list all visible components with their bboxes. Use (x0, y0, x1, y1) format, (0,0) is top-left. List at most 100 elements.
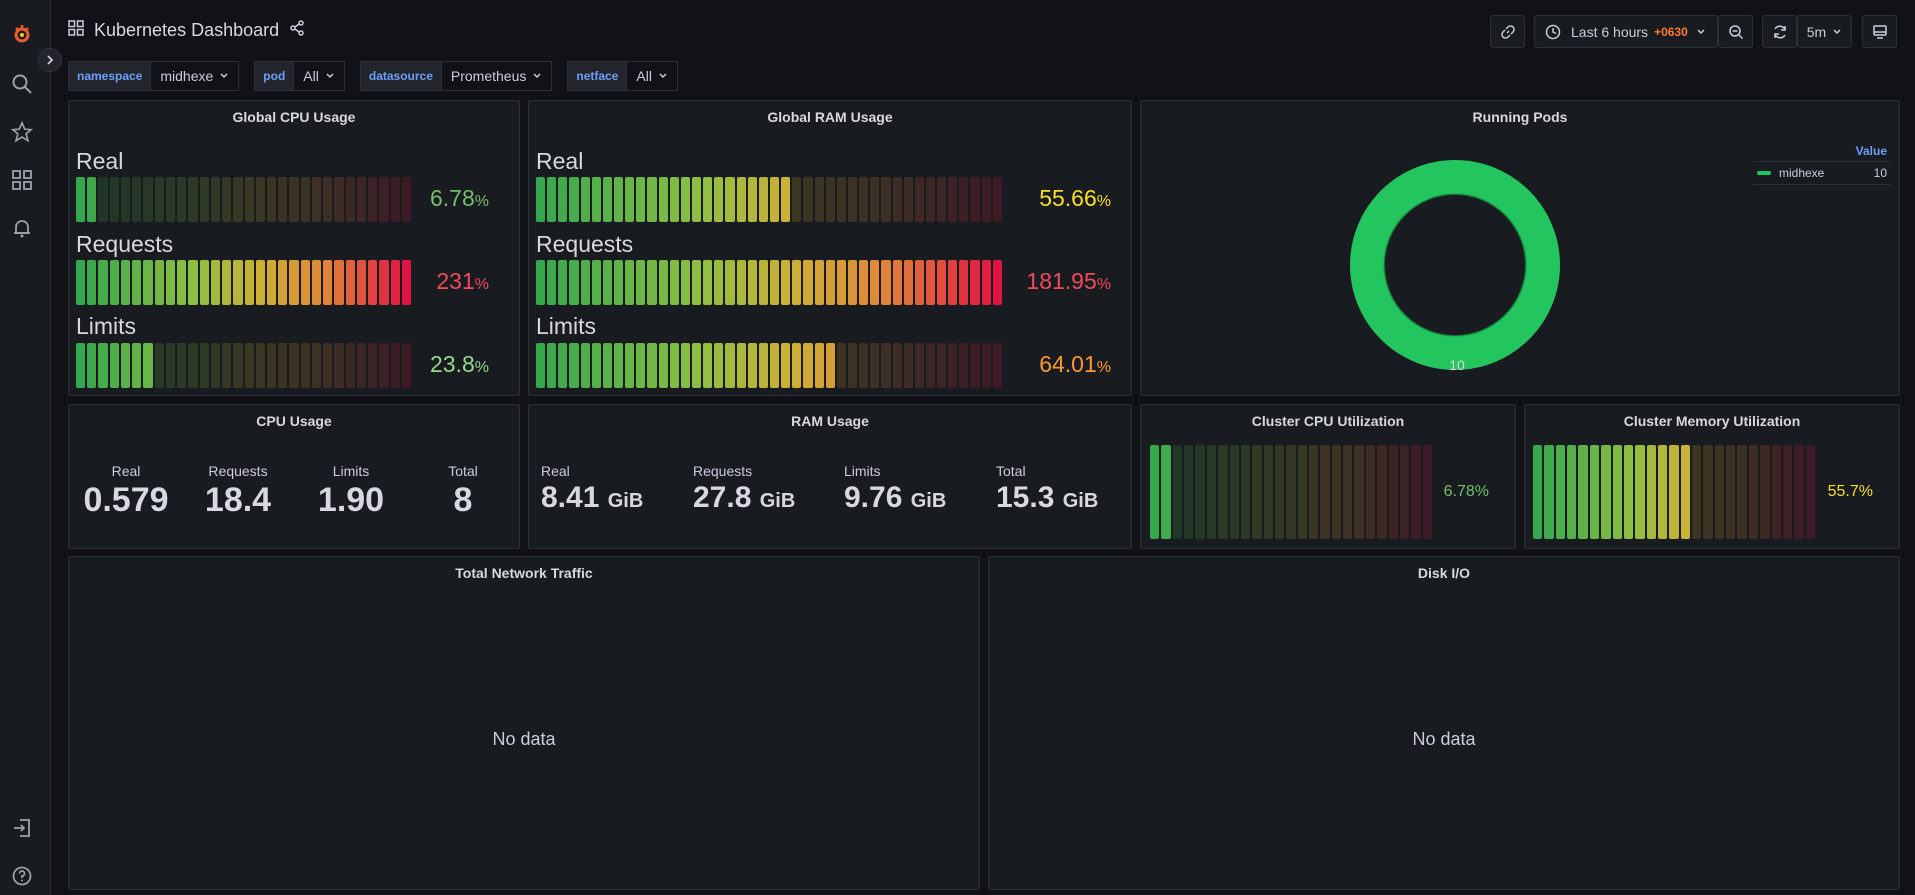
bell-icon[interactable] (10, 216, 34, 240)
gauge-cell (311, 343, 322, 388)
gauge-cell (1274, 445, 1285, 539)
gauge-cell (165, 177, 176, 222)
panel-cluster-memory-utilization[interactable]: Cluster Memory Utilization 55.7% (1524, 404, 1900, 549)
gauge-cell (278, 177, 288, 222)
legend-item[interactable]: midhexe 10 (1753, 161, 1891, 185)
sidebar (0, 0, 51, 895)
gauge-cell (992, 260, 1002, 305)
gauge-cell (625, 343, 635, 388)
gauge-cell (714, 260, 724, 305)
gauge-cell (132, 260, 142, 305)
copy-link-button[interactable] (1490, 15, 1525, 48)
variable-select-namespace[interactable]: midhexe (151, 60, 240, 91)
gauge-cell (1309, 445, 1319, 539)
gauge-cell (266, 260, 277, 305)
stat-value: 15.3 GiB (996, 481, 1099, 514)
bar-gauge-cluster-cpu (1150, 445, 1432, 539)
gauge-cell (1692, 445, 1702, 539)
gauge-cell (970, 260, 980, 305)
gauge-cell (758, 343, 768, 388)
refresh-button[interactable] (1762, 15, 1797, 48)
bar-label-requests: Requests (76, 231, 174, 257)
gauge-cell (1229, 445, 1239, 539)
gauge-cell (390, 177, 400, 222)
gauge-cell (892, 343, 902, 388)
panel-global-cpu-usage[interactable]: Global CPU Usage Real 6.78% Requests 231… (68, 100, 520, 396)
gauge-cell (825, 343, 835, 388)
gauge-cell (914, 177, 924, 222)
gauge-cell (881, 260, 891, 305)
panel-total-network-traffic[interactable]: Total Network Traffic No data (68, 556, 980, 890)
gauge-cell (1805, 445, 1815, 539)
legend-swatch (1757, 171, 1771, 175)
gauge-cell (120, 177, 131, 222)
gauge-cell (669, 260, 679, 305)
dashboards-icon[interactable] (10, 168, 34, 192)
time-range-picker[interactable]: Last 6 hours +0630 (1534, 15, 1718, 48)
gauge-cell (154, 177, 164, 222)
star-icon[interactable] (10, 120, 34, 144)
gauge-cell (569, 177, 579, 222)
gauge-cell (937, 177, 947, 222)
legend-header[interactable]: Value (1855, 144, 1887, 158)
stat-value: 9.76 GiB (844, 481, 947, 514)
gauge-cell (937, 260, 947, 305)
panel-disk-io[interactable]: Disk I/O No data (988, 556, 1900, 890)
stat-value: 1.90 (317, 481, 385, 519)
panel-cluster-cpu-utilization[interactable]: Cluster CPU Utilization 6.78% (1140, 404, 1516, 549)
gauge-cell (814, 177, 824, 222)
gauge-cell (188, 260, 198, 305)
share-icon[interactable] (289, 20, 305, 41)
gauge-cell (1150, 445, 1160, 539)
gauge-cell (188, 343, 198, 388)
variable-select-pod[interactable]: All (294, 60, 345, 91)
gauge-cell (636, 260, 646, 305)
dashboard-title-text[interactable]: Kubernetes Dashboard (94, 20, 280, 40)
expand-sidebar-button[interactable] (38, 48, 62, 72)
gauge-cell (98, 343, 108, 388)
gauge-cell (1794, 445, 1804, 539)
no-data-message: No data (492, 729, 556, 749)
gauge-cell (98, 177, 108, 222)
gauge-cell (143, 343, 153, 388)
gauge-cell (323, 177, 333, 222)
variable-label-pod: pod (254, 60, 295, 91)
gauge-cell (1669, 445, 1679, 539)
panel-running-pods[interactable]: Running Pods 10 Value midhexe 10 (1140, 100, 1900, 396)
gauge-cell (569, 343, 579, 388)
panel-cpu-usage[interactable]: CPU Usage Real 0.579 Requests 18.4 Limit… (68, 404, 520, 549)
variable-select-netface[interactable]: All (627, 60, 678, 91)
search-icon[interactable] (10, 72, 34, 96)
gauge-cell (959, 343, 969, 388)
gauge-cell (76, 260, 86, 305)
panel-ram-usage[interactable]: RAM Usage Real 8.41 GiB Requests 27.8 Gi… (528, 404, 1132, 549)
gauge-cell (154, 260, 164, 305)
variable-select-datasource[interactable]: Prometheus (441, 60, 553, 91)
gauge-cell (781, 177, 791, 222)
zoom-out-button[interactable] (1718, 15, 1753, 48)
dashboard-title: Kubernetes Dashboard (68, 20, 305, 41)
gauge-cell (747, 343, 757, 388)
gauge-cell (1589, 445, 1600, 539)
donut-slice-midhexe[interactable] (1350, 160, 1560, 370)
refresh-interval-picker[interactable]: 5m (1797, 15, 1852, 48)
gauge-cell (680, 260, 690, 305)
help-icon[interactable] (10, 864, 34, 888)
stat-label: Real (541, 463, 570, 479)
gauge-cell (188, 177, 198, 222)
chevron-down-icon (659, 72, 667, 78)
donut-inner-edge (1383, 193, 1527, 337)
gauge-cell (870, 343, 880, 388)
gauge-cell (859, 343, 869, 388)
gauge-cell (165, 343, 176, 388)
bar-value-requests: 181.95% (1026, 268, 1111, 294)
tv-mode-button[interactable] (1862, 15, 1897, 48)
bar-value-real: 55.66% (1039, 185, 1111, 211)
panel-title: Global CPU Usage (232, 109, 356, 125)
gauge-cell (580, 177, 590, 222)
grafana-logo-icon[interactable] (10, 22, 34, 46)
gauge-cell (591, 260, 601, 305)
sign-in-icon[interactable] (10, 816, 34, 840)
panel-global-ram-usage[interactable]: Global RAM Usage Real 55.66% Requests 18… (528, 100, 1132, 396)
gauge-cell (233, 260, 243, 305)
